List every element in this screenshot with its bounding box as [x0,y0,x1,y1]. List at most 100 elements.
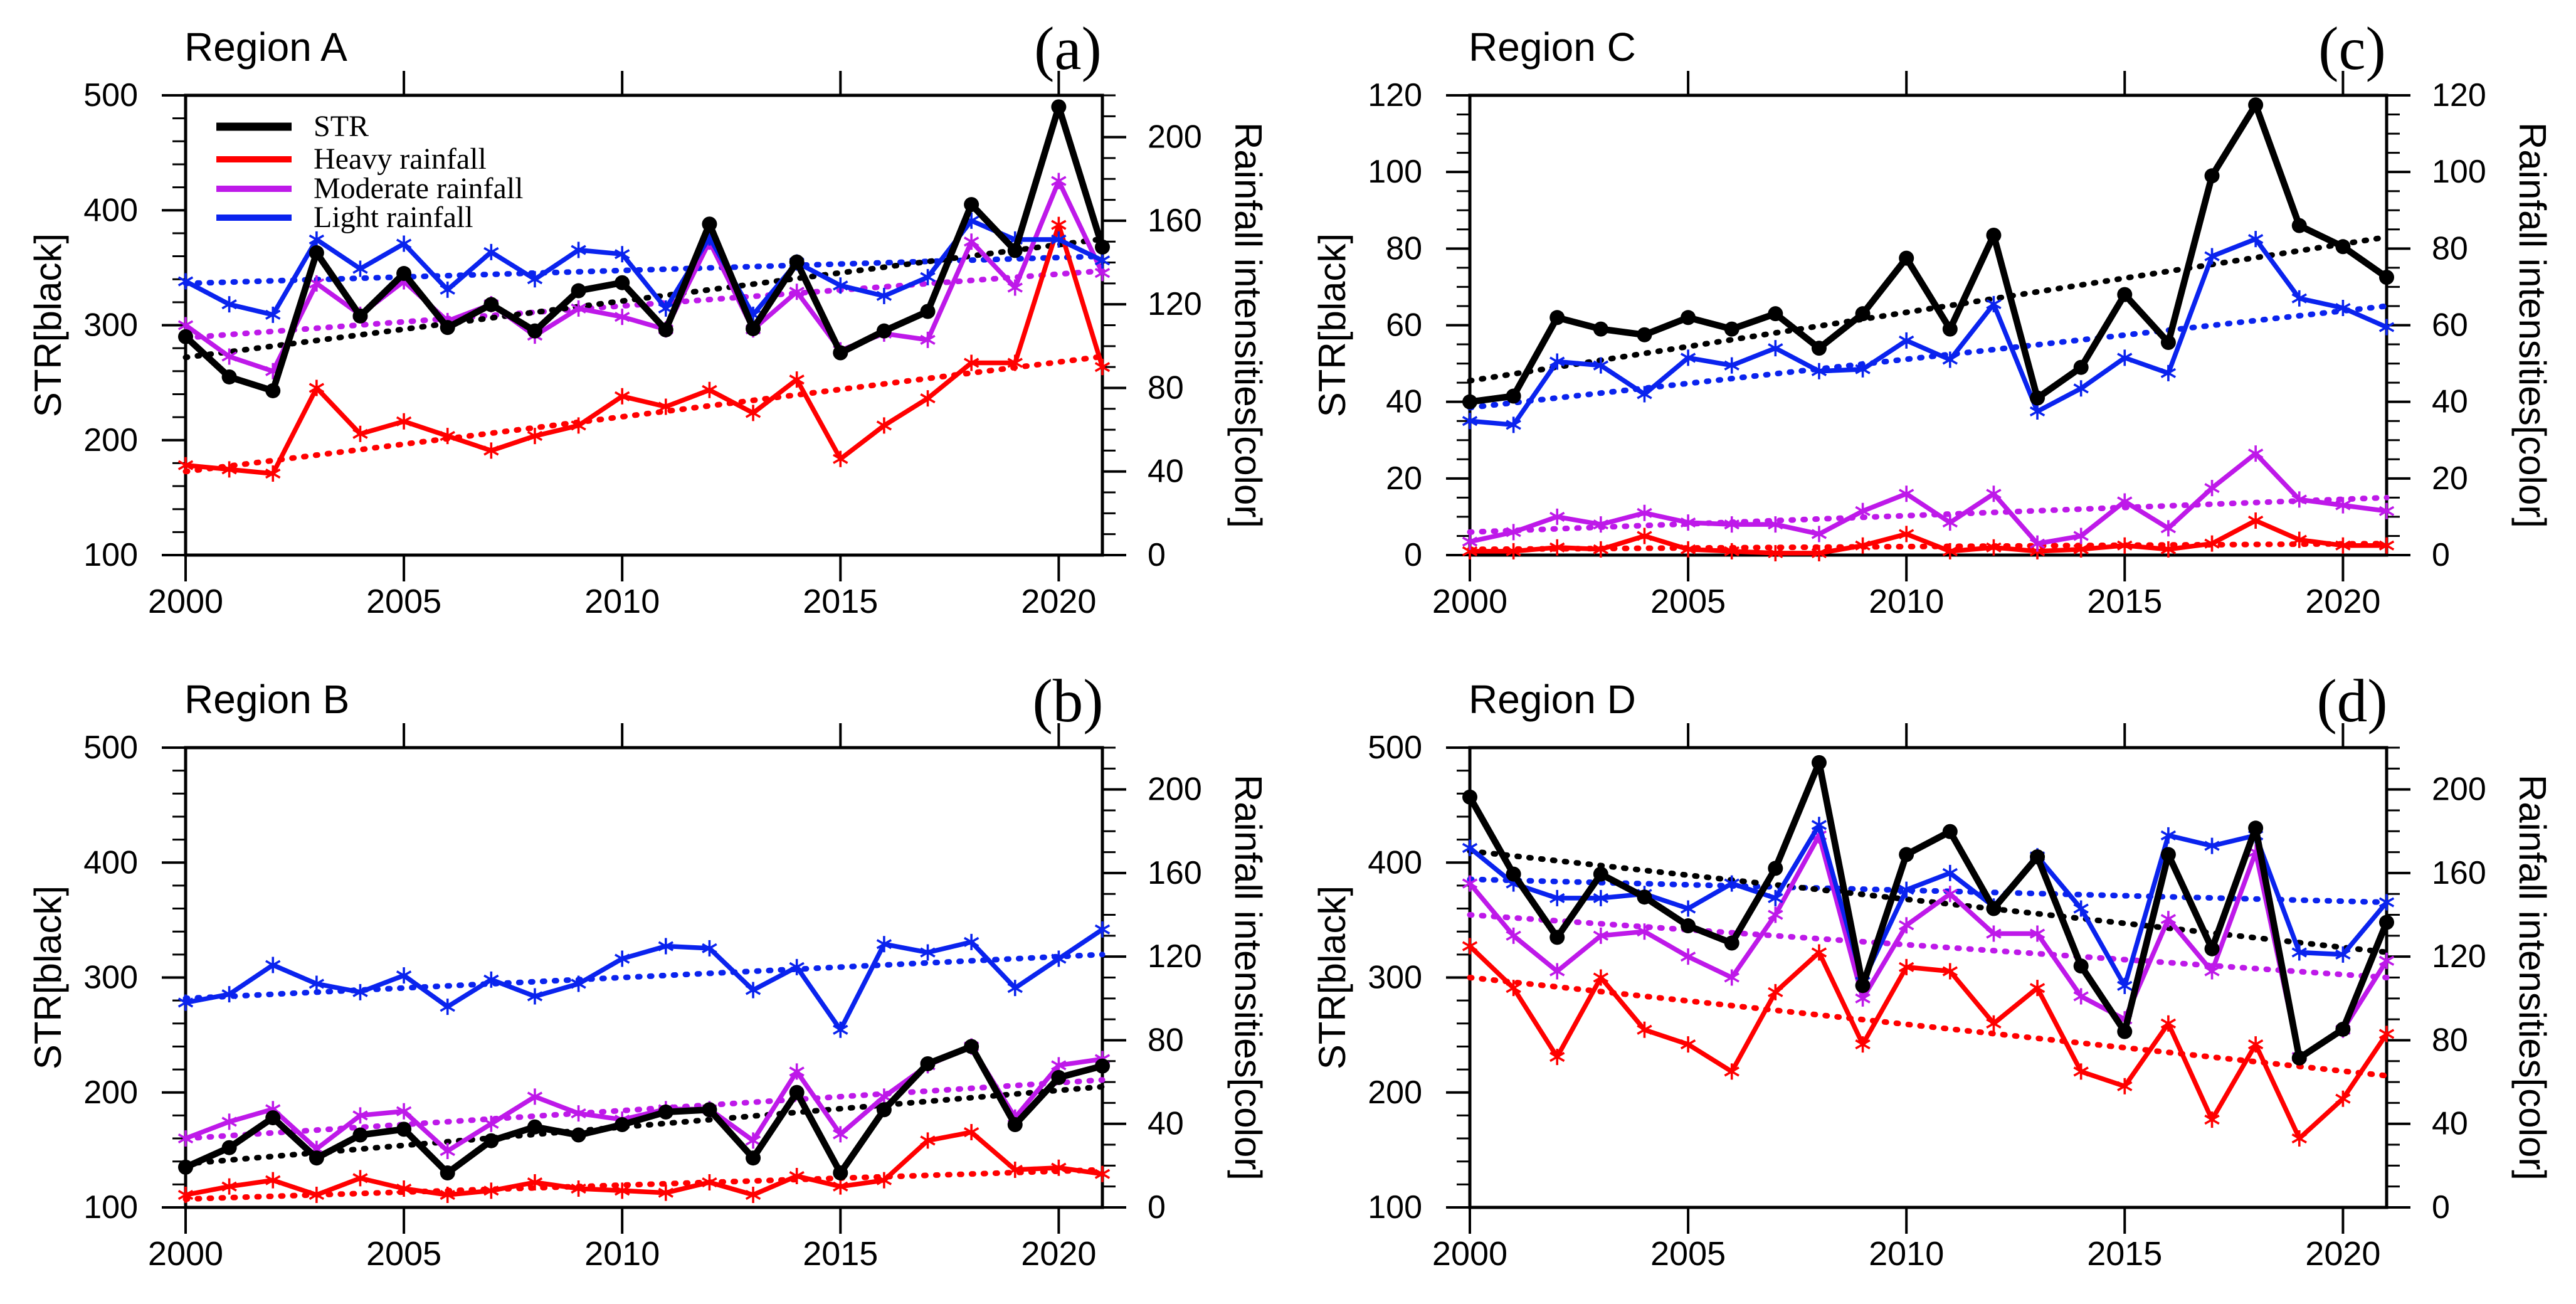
left-axis: 0 20 40 60 80 100 120 [1368,77,1470,573]
asterisk-marker [483,1115,499,1132]
left-tick-label: 100 [83,537,138,573]
asterisk-marker [1724,516,1739,533]
left-tick-label: 100 [1368,154,1422,190]
left-axis: 100 200 300 400 500 [1368,729,1470,1226]
asterisk-marker [1898,958,1914,975]
asterisk-marker [876,287,892,304]
asterisk-marker [571,975,586,992]
left-tick-label: 300 [83,960,138,996]
asterisk-marker [920,944,936,961]
asterisk-marker [1549,508,1565,525]
left-tick-label: 400 [83,192,138,228]
trend-moderate-rainfall [182,1077,1106,1142]
asterisk-marker [221,461,237,478]
circle-marker [702,1102,717,1118]
circle-marker [1506,388,1521,404]
asterisk-marker [1007,1162,1023,1179]
series-heavy-rainfall-markers [1462,938,2395,1147]
circle-marker [1768,306,1783,322]
right-tick-label: 40 [1148,1106,1184,1142]
circle-marker [1462,789,1477,805]
circle-marker [221,1140,237,1155]
bottom-axis: 2000 2005 2010 2015 2020 [148,555,1096,620]
asterisk-marker [833,1126,848,1143]
asterisk-marker [2378,952,2395,969]
asterisk-marker [1593,889,1609,906]
asterisk-marker [571,1180,586,1197]
asterisk-marker [221,348,237,365]
asterisk-marker [1680,349,1696,366]
asterisk-marker [2247,445,2264,462]
asterisk-marker [2204,248,2220,265]
asterisk-marker [2073,380,2089,397]
asterisk-marker [1768,544,1783,561]
circle-marker [2073,958,2089,974]
x-tick-label: 2020 [2305,583,2380,620]
circle-marker [2248,820,2264,836]
right-tick-label: 160 [1148,855,1202,891]
left-tick-label: 20 [1386,460,1422,497]
right-tick-label: 0 [1148,1189,1166,1226]
asterisk-marker [2335,1090,2351,1107]
asterisk-marker [702,1174,717,1191]
x-tick-label: 2010 [584,583,660,620]
asterisk-marker [1942,864,1958,881]
circle-marker [920,304,936,319]
asterisk-marker [1593,969,1609,986]
asterisk-marker [745,1132,761,1149]
asterisk-marker [1637,504,1652,521]
left-axis-label: STR[black] [1311,233,1353,417]
series-heavy-rainfall-line [185,1130,1103,1197]
asterisk-marker [2291,290,2307,307]
right-axis: 0 40 80 120 160 200 [1102,94,1202,573]
series-str-markers [1462,97,2394,410]
asterisk-marker [702,940,717,957]
x-tick-label: 2000 [148,1235,223,1273]
asterisk-marker [1898,526,1914,543]
right-tick-label: 80 [2432,230,2468,267]
series-light-rainfall-markers [1462,231,2395,433]
asterisk-marker [963,233,979,250]
asterisk-marker [2073,1063,2089,1080]
series-heavy-rainfall-line [1468,944,2389,1141]
asterisk-marker [2204,480,2220,497]
circle-marker [2117,1024,2133,1039]
circle-marker [1593,321,1608,337]
circle-marker [2291,218,2307,233]
asterisk-marker [1506,416,1521,433]
circle-marker [571,283,586,299]
circle-marker [1051,1069,1067,1085]
asterisk-marker [614,246,630,263]
asterisk-marker [1724,1063,1739,1080]
asterisk-marker [440,999,455,1015]
asterisk-marker [309,275,325,292]
asterisk-marker [2117,1078,2133,1095]
asterisk-marker [2335,946,2351,963]
asterisk-marker [1986,925,2002,942]
left-tick-label: 200 [83,1074,138,1111]
asterisk-marker [1898,917,1914,934]
asterisk-marker [1855,1036,1871,1053]
series-moderate-rainfall-line [1468,833,2389,1059]
asterisk-marker [1637,386,1652,403]
asterisk-marker [396,235,412,252]
asterisk-marker [1549,1049,1565,1066]
circle-marker [483,1133,499,1148]
circle-marker [396,266,412,282]
x-tick-label: 2005 [1650,1235,1726,1273]
circle-marker [1095,239,1110,255]
asterisk-marker [1811,817,1827,834]
circle-marker [1095,1058,1110,1074]
asterisk-marker [2160,520,2177,537]
left-axis: 100 200 300 400 500 [83,729,186,1226]
right-tick-label: 80 [1148,1022,1184,1058]
asterisk-marker [2247,231,2264,248]
legend-item-moderate-rainfall: Moderate rainfall [216,172,524,205]
right-axis: 0 20 40 60 80 100 120 [2387,77,2486,573]
circle-marker [527,323,542,339]
asterisk-marker [2160,364,2177,381]
asterisk-marker [1724,969,1739,986]
left-tick-label: 100 [1368,1189,1422,1226]
right-tick-label: 80 [1148,369,1184,406]
